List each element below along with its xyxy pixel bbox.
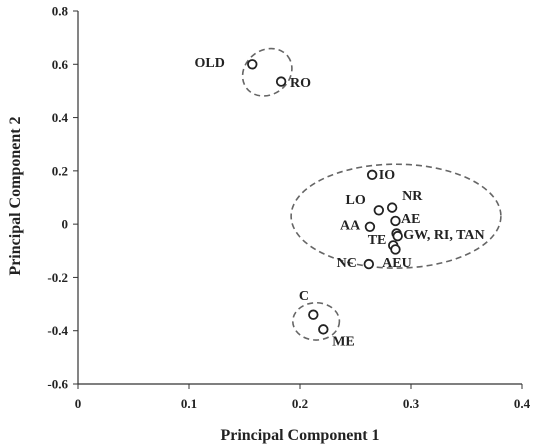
y-tick-label: -0.4 bbox=[47, 323, 68, 338]
y-tick-label: -0.6 bbox=[47, 377, 68, 392]
x-tick-label: 0.1 bbox=[181, 396, 197, 411]
x-tick-label: 0.3 bbox=[403, 396, 420, 411]
data-point bbox=[364, 221, 376, 233]
y-tick-label: 0 bbox=[62, 217, 69, 232]
point-label: ME bbox=[332, 334, 355, 349]
point-label: NC bbox=[337, 256, 357, 271]
data-point bbox=[392, 230, 403, 242]
data-point bbox=[247, 59, 258, 70]
point-label: OLD bbox=[195, 56, 225, 71]
point-label: C bbox=[299, 289, 309, 304]
point-label: IO bbox=[379, 168, 395, 183]
point-label: NR bbox=[402, 189, 423, 204]
cluster-ellipse bbox=[291, 301, 341, 341]
data-point bbox=[386, 202, 398, 213]
cluster-ellipse bbox=[290, 163, 502, 269]
axes: 0 0.1 0.2 0.3 0.4 -0.6 -0.4 -0.2 0 0.2 0.4 0.6 0.8 bbox=[47, 4, 530, 412]
y-tick-label: 0.8 bbox=[52, 4, 69, 19]
data-point bbox=[390, 215, 401, 227]
data-point bbox=[373, 205, 385, 216]
data-point bbox=[363, 258, 375, 270]
cluster-ellipse bbox=[241, 47, 293, 97]
point-label: RO bbox=[290, 76, 311, 91]
data-point bbox=[318, 324, 329, 335]
data-point bbox=[275, 76, 287, 87]
x-tick-label: 0.2 bbox=[292, 396, 308, 411]
y-tick-label: 0.6 bbox=[52, 57, 69, 72]
point-label: GW, RI, TAN bbox=[403, 228, 484, 243]
y-axis-title: Principal Component 2 bbox=[7, 116, 24, 275]
x-tick-label: 0 bbox=[75, 396, 82, 411]
point-label: AA bbox=[340, 218, 361, 233]
y-tick-label: 0.4 bbox=[52, 110, 69, 125]
data-point bbox=[366, 169, 378, 181]
cluster-ellipses bbox=[241, 47, 502, 341]
data-points bbox=[247, 59, 403, 335]
point-label: TE bbox=[368, 233, 387, 248]
y-tick-label: -0.2 bbox=[47, 270, 68, 285]
data-point bbox=[390, 244, 401, 255]
x-tick-label: 0.4 bbox=[514, 396, 531, 411]
y-tick-label: 0.2 bbox=[52, 163, 68, 178]
point-label: LO bbox=[346, 193, 366, 208]
point-label: AEU bbox=[382, 256, 412, 271]
point-label: AE bbox=[401, 212, 420, 227]
data-point bbox=[308, 309, 319, 320]
point-labels: OLD RO IO LO NR AE AA GW, RI, TAN TE NC AEU C ME bbox=[195, 56, 485, 349]
x-axis-title: Principal Component 1 bbox=[220, 427, 379, 444]
